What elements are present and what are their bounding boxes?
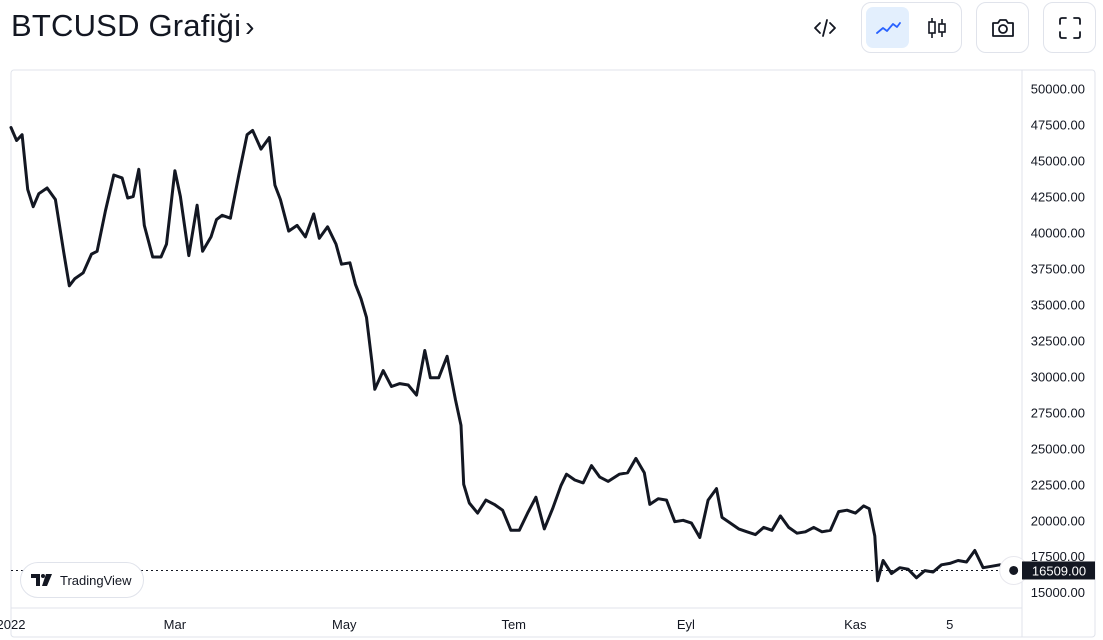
y-tick-label: 40000.00 xyxy=(1031,226,1085,241)
chart-frame xyxy=(10,69,1096,638)
line-chart-icon xyxy=(875,21,901,34)
x-tick-label: 5 xyxy=(946,617,953,632)
y-tick-label: 35000.00 xyxy=(1031,297,1085,312)
candlestick-icon xyxy=(927,17,946,38)
y-tick-label: 17500.00 xyxy=(1031,549,1085,564)
chevron-right-icon: › xyxy=(245,11,255,42)
y-tick-label: 22500.00 xyxy=(1031,477,1085,492)
page-title-text: BTCUSD Grafiği xyxy=(11,8,242,43)
snapshot-button[interactable] xyxy=(976,2,1029,53)
x-tick-label: Tem xyxy=(501,617,526,632)
current-price-tag xyxy=(1022,561,1095,580)
y-tick-label: 42500.00 xyxy=(1031,190,1085,205)
y-tick-label: 50000.00 xyxy=(1031,82,1085,97)
tradingview-label: TradingView xyxy=(60,572,132,588)
y-tick-label: 37500.00 xyxy=(1031,262,1085,277)
fullscreen-icon xyxy=(1058,16,1081,39)
embed-button[interactable] xyxy=(803,6,847,50)
y-tick-label: 45000.00 xyxy=(1031,154,1085,169)
last-point-marker xyxy=(1009,565,1019,575)
series-line xyxy=(9,126,1016,583)
x-tick-label: May xyxy=(332,617,357,632)
y-tick-label: 32500.00 xyxy=(1031,333,1085,348)
y-tick-label: 15000.00 xyxy=(1031,585,1085,600)
x-tick-label: Kas xyxy=(844,617,867,632)
page-title[interactable]: BTCUSD Grafiği › xyxy=(11,8,255,44)
y-tick-label: 47500.00 xyxy=(1031,118,1085,133)
tradingview-badge[interactable]: TradingView xyxy=(20,562,144,598)
y-tick-label: 27500.00 xyxy=(1031,405,1085,420)
code-icon xyxy=(814,19,836,37)
fullscreen-button[interactable] xyxy=(1043,2,1096,53)
x-tick-label: Eyl xyxy=(677,617,695,632)
candlestick-chart-button[interactable] xyxy=(915,7,958,48)
tradingview-logo-icon xyxy=(31,574,52,586)
x-tick-label: 2022 xyxy=(0,617,25,632)
y-tick-label: 20000.00 xyxy=(1031,513,1085,528)
camera-icon xyxy=(991,18,1014,37)
chart-type-toggle xyxy=(861,2,962,53)
x-tick-label: Mar xyxy=(164,617,187,632)
current-price-label: 16509.00 xyxy=(1032,563,1086,578)
line-chart-button[interactable] xyxy=(866,7,909,48)
y-tick-label: 30000.00 xyxy=(1031,369,1085,384)
y-tick-label: 25000.00 xyxy=(1031,441,1085,456)
